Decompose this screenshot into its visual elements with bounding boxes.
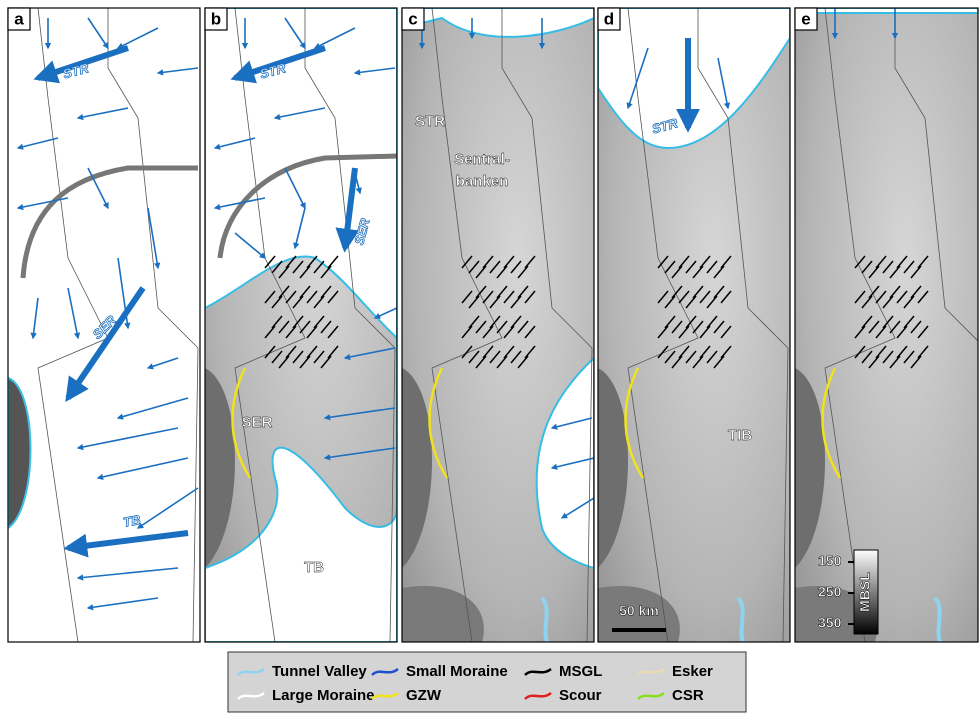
- legend-label: GZW: [406, 687, 442, 704]
- figure: STRSERTBaSTRSERSERTBbSTRSentral-bankencS…: [0, 0, 979, 716]
- legend-label: Esker: [672, 663, 713, 680]
- legend-label: Tunnel Valley: [272, 663, 367, 680]
- panels: STRSERTBaSTRSERSERTBbSTRSentral-bankencS…: [8, 8, 979, 642]
- map-label: SER: [242, 414, 273, 431]
- legend-label: CSR: [672, 687, 704, 704]
- map-label: Sentral-: [454, 151, 510, 168]
- panel-letter: b: [211, 9, 221, 28]
- map-label: TB: [304, 559, 324, 576]
- panel: STR Sentral-banken c: [402, 8, 594, 642]
- legend-label: MSGL: [559, 663, 602, 680]
- map-label: TB: [122, 512, 142, 530]
- panel: e: [795, 8, 979, 642]
- legend-label: Large Moraine: [272, 687, 375, 704]
- panel-letter: c: [408, 9, 417, 28]
- map-label: TIB: [728, 427, 752, 444]
- legend-label: Scour: [559, 687, 602, 704]
- depth-tick-label: 350: [818, 615, 842, 631]
- depth-tick-label: 250: [818, 584, 842, 600]
- panel-content: STRSERTB: [8, 8, 200, 642]
- ice-sheet: [795, 8, 978, 13]
- scale-bar-label: 50 km: [619, 603, 659, 619]
- legend-label: Small Moraine: [406, 663, 508, 680]
- panel-letter: d: [604, 9, 614, 28]
- panel: STRSERTBa: [8, 8, 200, 642]
- seabed: [795, 8, 978, 642]
- panel-letter: e: [801, 9, 810, 28]
- depth-scale-title: MBSL: [857, 572, 873, 612]
- depth-tick-label: 150: [818, 553, 842, 569]
- panel-content: [795, 8, 979, 642]
- panel-letter: a: [14, 9, 24, 28]
- map-label: banken: [456, 173, 509, 190]
- panel-content: STR Sentral-banken: [402, 8, 594, 642]
- map-label: STR: [415, 113, 445, 130]
- panel-content: STRTIB: [598, 8, 790, 642]
